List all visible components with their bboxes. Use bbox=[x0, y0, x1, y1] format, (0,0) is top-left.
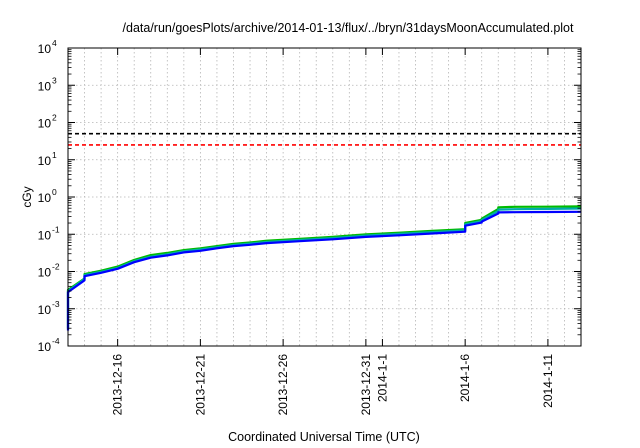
series-line bbox=[66, 205, 582, 329]
y-tick-label: 10 bbox=[38, 79, 52, 93]
series-line bbox=[66, 210, 582, 331]
y-tick-exponent: 3 bbox=[52, 75, 57, 85]
y-tick-exponent: -1 bbox=[52, 224, 60, 234]
y-tick-exponent: 4 bbox=[52, 38, 57, 48]
series-line bbox=[66, 207, 582, 330]
y-tick-label: 10 bbox=[38, 340, 52, 354]
x-tick-label: 2013-12-21 bbox=[193, 354, 207, 416]
y-tick-exponent: -4 bbox=[52, 336, 60, 346]
x-tick-label: 2013-12-31 bbox=[359, 354, 373, 416]
x-tick-label: 2013-12-16 bbox=[111, 354, 125, 416]
y-tick-label: 10 bbox=[38, 117, 52, 131]
x-tick-label: 2013-12-26 bbox=[276, 354, 290, 416]
x-axis-label: Coordinated Universal Time (UTC) bbox=[228, 430, 420, 444]
y-tick-label: 10 bbox=[38, 266, 52, 280]
y-tick-label: 10 bbox=[38, 42, 52, 56]
y-tick-exponent: -3 bbox=[52, 299, 60, 309]
y-tick-exponent: 0 bbox=[52, 187, 57, 197]
y-tick-exponent: -2 bbox=[52, 262, 60, 272]
y-tick-label: 10 bbox=[38, 191, 52, 205]
series-group bbox=[66, 205, 582, 331]
x-tick-label: 2014-1-6 bbox=[458, 354, 472, 402]
chart-title: /data/run/goesPlots/archive/2014-01-13/f… bbox=[123, 21, 574, 35]
x-axis-ticks: 2013-12-16 2013-12-21 2013-12-26 2013-12-31… bbox=[111, 48, 555, 415]
reference-lines bbox=[68, 132, 581, 146]
y-tick-exponent: 1 bbox=[52, 150, 57, 160]
y-tick-exponent: 2 bbox=[52, 113, 57, 123]
y-tick-label: 10 bbox=[38, 154, 52, 168]
y-tick-label: 10 bbox=[38, 303, 52, 317]
grid bbox=[68, 48, 581, 346]
y-tick-label: 10 bbox=[38, 228, 52, 242]
x-tick-label: 2014-1-1 bbox=[375, 354, 389, 402]
x-tick-label: 2014-1-11 bbox=[541, 354, 555, 408]
y-axis-label: cGy bbox=[20, 186, 34, 207]
